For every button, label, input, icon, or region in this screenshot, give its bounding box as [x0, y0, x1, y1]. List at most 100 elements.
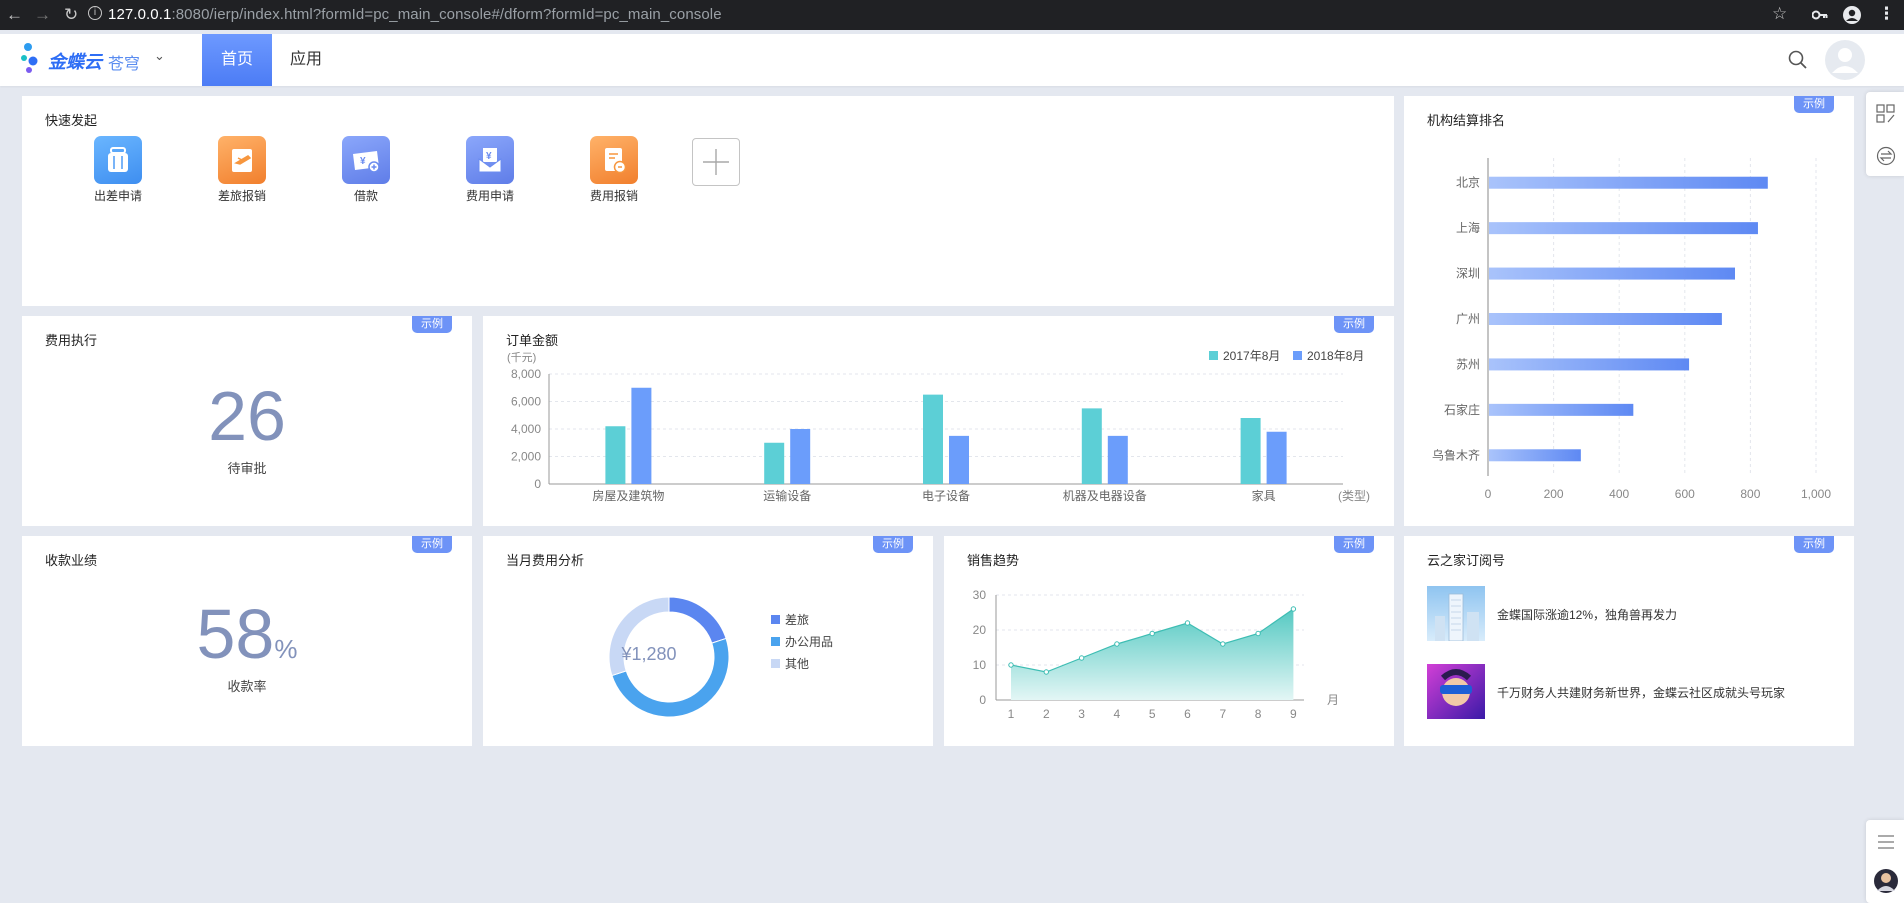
y-axis-unit-label: (千元)	[507, 351, 536, 364]
bar-广州	[1489, 313, 1722, 325]
legend-label: 差旅	[785, 613, 809, 627]
bar-北京	[1489, 176, 1768, 189]
card-title: 费用执行	[45, 333, 98, 348]
legend-swatch	[771, 659, 780, 668]
bar-房屋及建筑物-2018年8月	[631, 387, 652, 484]
search-icon[interactable]	[1788, 50, 1808, 70]
quick-item-loan[interactable]: ¥ 借款	[326, 136, 406, 204]
side-bottom-toolbar	[1866, 820, 1904, 903]
news-item[interactable]: 千万财务人共建财务新世界，金蝶云社区成就头号玩家	[1427, 664, 1847, 720]
y-category-label: 上海	[1456, 220, 1480, 235]
legend-label: 办公用品	[785, 634, 833, 649]
side-toolbar	[1866, 92, 1904, 176]
plane-ticket-icon	[218, 136, 266, 184]
logo-subtext: 苍穹	[108, 56, 141, 73]
x-tick-label: 8	[1255, 707, 1262, 721]
x-tick-label: 200	[1544, 487, 1564, 501]
switch-icon[interactable]	[1876, 146, 1896, 166]
y-tick-label: 6,000	[511, 395, 541, 409]
legend-label: 2018年8月	[1307, 349, 1364, 363]
data-point	[1220, 641, 1226, 647]
y-tick-label: 20	[973, 623, 987, 637]
profile-icon[interactable]	[1842, 5, 1862, 25]
plus-icon	[703, 149, 729, 175]
layout-edit-icon[interactable]	[1876, 104, 1896, 124]
bar-上海	[1489, 222, 1758, 235]
x-category-label: 运输设备	[763, 488, 811, 503]
card-title: 快速发起	[45, 113, 98, 128]
data-point	[1008, 662, 1014, 668]
legend-swatch	[771, 615, 780, 624]
yuan-doc-icon: ¥	[466, 136, 514, 184]
reload-icon[interactable]: ↻	[64, 5, 79, 24]
nav-home-tab[interactable]: 首页	[202, 34, 272, 86]
kingdee-logo-icon	[21, 43, 38, 73]
collection-rate[interactable]: 58%	[22, 594, 472, 674]
bar-运输设备-2018年8月	[790, 429, 811, 484]
quick-item-travel-reimburse[interactable]: 差旅报销	[202, 136, 282, 204]
pending-count[interactable]: 26	[208, 377, 286, 455]
quick-item-business-trip[interactable]: 出差申请	[78, 136, 158, 204]
x-tick-label: 400	[1609, 487, 1629, 501]
expense-exec-card: 费用执行 示例 26 待审批	[22, 316, 472, 526]
bar-深圳	[1489, 267, 1735, 280]
data-point	[1255, 630, 1261, 637]
donut-center-total: ¥1,280	[621, 644, 677, 664]
x-tick-label: 7	[1219, 707, 1226, 721]
info-icon[interactable]: i	[88, 6, 102, 20]
sales-trend-card: 销售趋势 示例 0 10 20 30 1 2 3 4 5 6 7 8 9 月	[944, 536, 1394, 746]
quick-item-label: 费用报销	[589, 189, 638, 203]
menu-kebab-icon[interactable]: ⋮	[1878, 4, 1895, 23]
sample-badge: 示例	[1794, 536, 1834, 553]
receipt-icon	[590, 136, 638, 184]
card-title: 云之家订阅号	[1427, 553, 1506, 568]
top-navigation: 金蝶云 苍穹 ⌄ 首页 应用	[0, 34, 1904, 86]
list-menu-icon[interactable]	[1877, 834, 1895, 850]
bar-电子设备-2018年8月	[949, 435, 969, 484]
org-ranking-card: 机构结算排名 示例 0 200 400 600 800 1,000 北京 上海 深圳 广州 苏州 石家…	[1404, 96, 1854, 526]
y-tick-label: 8,000	[511, 367, 541, 381]
x-tick-label: 800	[1740, 487, 1760, 501]
add-quick-item-button[interactable]	[692, 138, 740, 186]
x-tick-label: 1	[1008, 707, 1015, 721]
avatar[interactable]	[1824, 39, 1866, 81]
suitcase-icon	[94, 136, 142, 184]
quick-item-expense-reimburse[interactable]: 费用报销	[574, 136, 654, 204]
news-thumbnail	[1427, 586, 1485, 641]
assistant-avatar[interactable]	[1873, 868, 1899, 894]
legend-swatch	[1209, 351, 1218, 360]
legend-label: 其他	[785, 657, 809, 671]
nav-apps-tab[interactable]: 应用	[290, 51, 323, 68]
key-icon[interactable]	[1812, 8, 1828, 22]
collection-rate-label: 收款率	[227, 679, 267, 694]
address-bar[interactable]: 127.0.0.1:8080/ierp/index.html?formId=pc…	[108, 6, 722, 23]
x-axis-unit-label: (类型)	[1338, 489, 1370, 503]
card-title: 收款业绩	[45, 553, 98, 568]
chevron-down-icon[interactable]: ⌄	[154, 48, 165, 63]
star-icon[interactable]: ☆	[1772, 4, 1788, 23]
x-tick-label: 600	[1675, 487, 1695, 501]
bar-运输设备-2017年8月	[764, 442, 785, 484]
donut-slice-其他	[608, 596, 670, 677]
y-tick-label: 10	[973, 658, 987, 672]
legend-label: 2017年8月	[1223, 349, 1280, 363]
x-category-label: 机器及电器设备	[1063, 489, 1147, 503]
x-tick-label: 2	[1043, 707, 1050, 721]
legend-swatch	[771, 637, 780, 646]
x-category-label: 房屋及建筑物	[592, 488, 664, 503]
data-point	[1184, 620, 1191, 626]
back-icon[interactable]: ←	[6, 5, 23, 24]
card-title: 销售趋势	[967, 553, 1020, 568]
card-title: 订单金额	[506, 333, 559, 348]
bar-家具-2017年8月	[1240, 418, 1261, 484]
quick-item-expense-apply[interactable]: ¥ 费用申请	[450, 136, 530, 204]
x-tick-label: 0	[1485, 487, 1492, 501]
monthly-expense-card: 当月费用分析 示例 差旅 办公用品 其他 ¥1,280	[483, 536, 933, 746]
forward-icon[interactable]: →	[34, 5, 51, 24]
y-tick-label: 0	[979, 693, 986, 707]
data-point	[1290, 606, 1297, 612]
news-item[interactable]: 金蝶国际涨逾12%，独角兽再发力	[1427, 586, 1847, 642]
y-category-label: 乌鲁木齐	[1432, 447, 1480, 462]
y-tick-label: 30	[973, 588, 987, 602]
